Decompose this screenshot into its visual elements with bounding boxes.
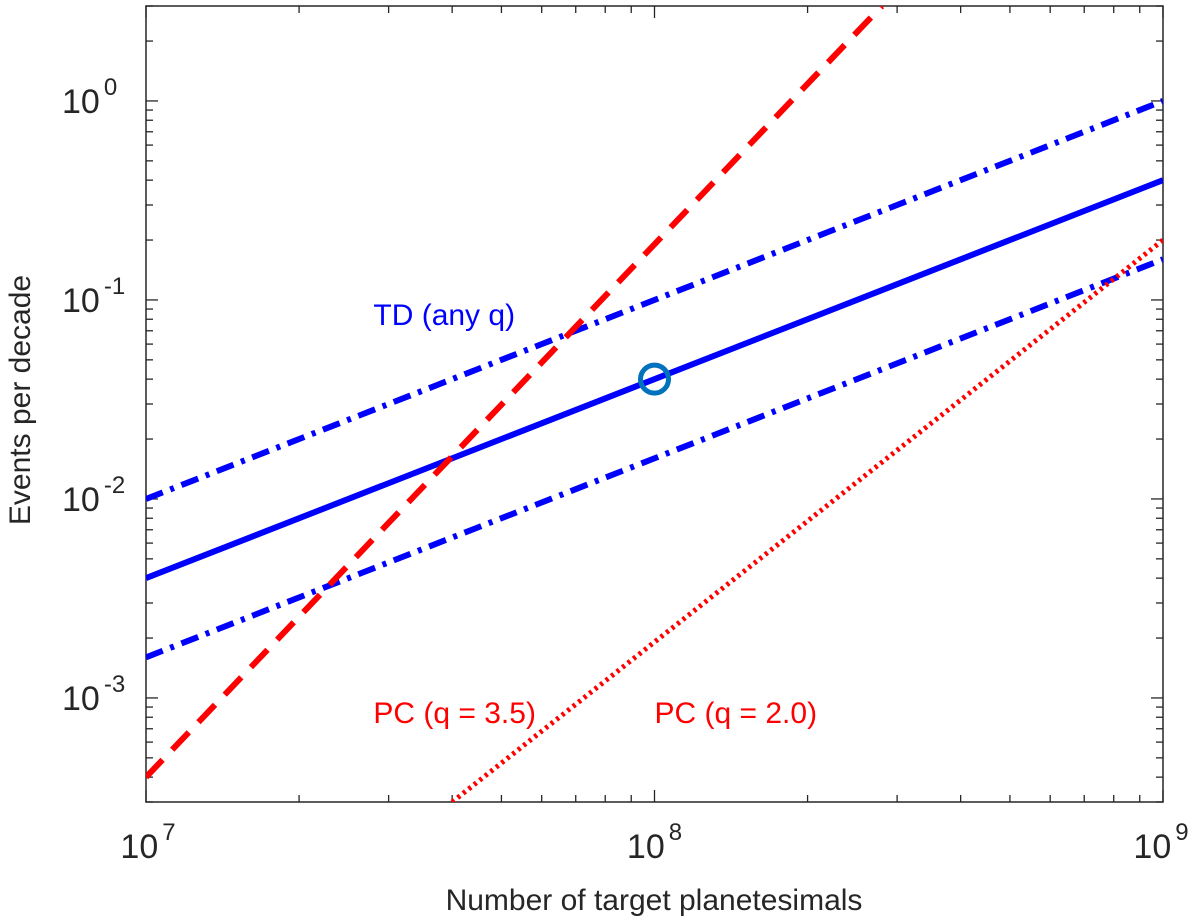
series-line-pc-q-3-5	[146, 6, 885, 780]
marker-layer	[638, 362, 671, 396]
series-line-td-upper	[146, 98, 1163, 502]
series-line-td-central	[146, 177, 1163, 581]
y-tick-label: 10 -2	[62, 472, 125, 519]
annotation-label: PC (q = 2.0)	[655, 697, 818, 730]
x-tick-label: 10 7	[120, 819, 175, 866]
plot-area	[145, 5, 1164, 803]
y-tick-label: 10 -1	[62, 273, 125, 320]
annotation-layer: TD (any q) PC (q = 3.5) PC (q = 2.0)	[373, 299, 817, 730]
x-axis-title: Number of target planetesimals	[446, 884, 863, 917]
annotation-label: TD (any q)	[373, 299, 515, 332]
circle-marker	[638, 362, 671, 396]
series-layer	[146, 6, 1163, 802]
y-axis-title: Events per decade	[4, 275, 37, 525]
minor-ticks	[145, 5, 1164, 803]
x-tick-label: 10 9	[1133, 819, 1188, 866]
y-tick-label: 10 0	[62, 74, 117, 121]
x-tick-labels: 10 7 10 8 10 9	[120, 819, 1188, 866]
series-line-td-lower	[146, 256, 1163, 661]
axes-box	[145, 5, 1164, 803]
annotation-label: PC (q = 3.5)	[373, 697, 536, 730]
y-tick-label: 10 -3	[62, 671, 125, 718]
x-tick-label: 10 8	[627, 819, 682, 866]
